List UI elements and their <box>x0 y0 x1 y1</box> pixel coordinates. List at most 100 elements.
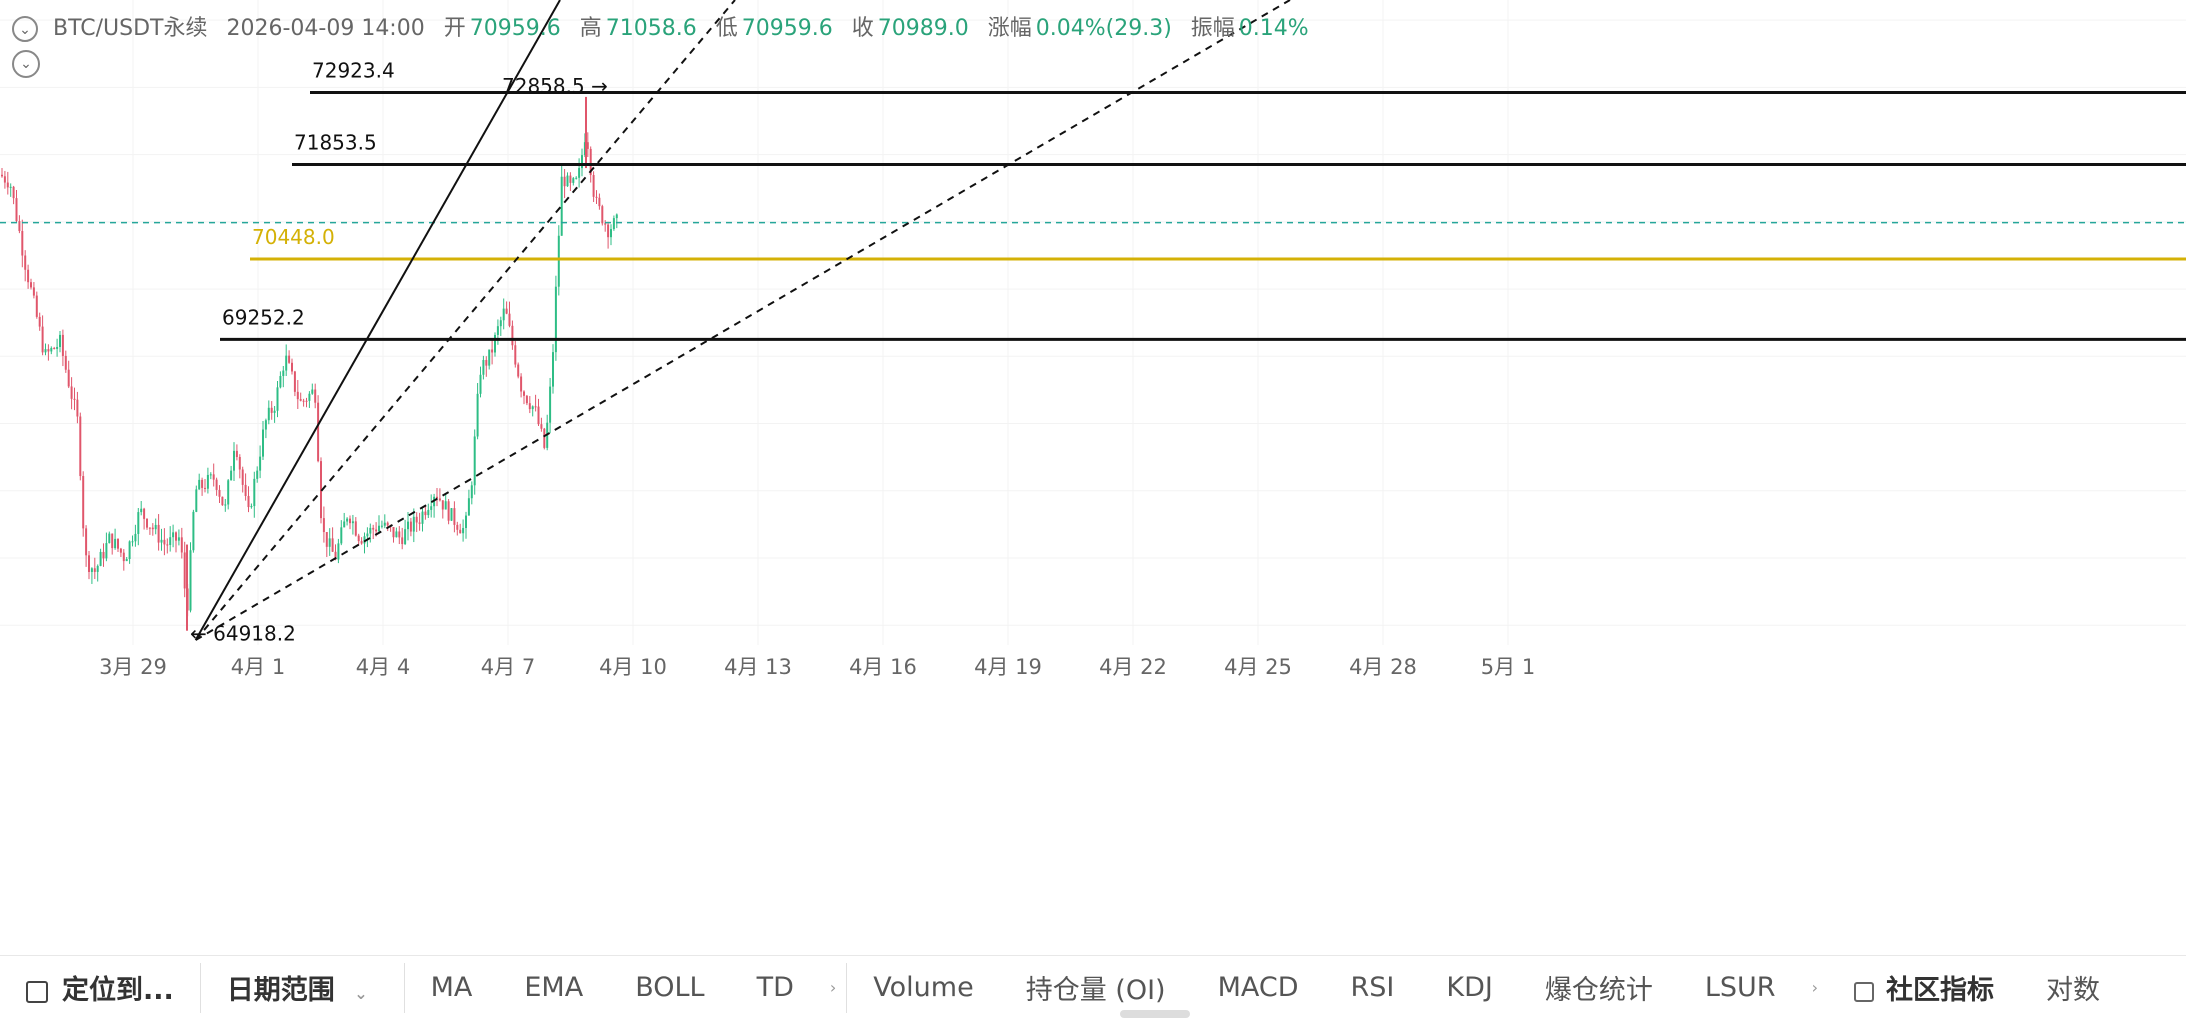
candle-body <box>206 474 209 489</box>
indicator-kdj[interactable]: KDJ <box>1420 972 1518 1003</box>
overlay-ma[interactable]: MA <box>405 972 499 1003</box>
indicator-rsi[interactable]: RSI <box>1325 972 1421 1003</box>
candle-body <box>508 313 511 326</box>
change-label: 涨幅 <box>987 16 1032 41</box>
locate-label: 定位到... <box>62 975 174 1006</box>
overlay-ema-label: EMA <box>524 972 584 1003</box>
candle-body <box>378 525 380 532</box>
candle-body <box>575 177 578 179</box>
candle-body <box>15 198 18 222</box>
candle-body <box>441 500 444 510</box>
trendline <box>195 0 1291 641</box>
trendlines[interactable] <box>194 0 1291 641</box>
candle-body <box>212 474 215 480</box>
candle-body <box>354 521 357 536</box>
candle-body <box>528 403 531 410</box>
candle-body <box>369 527 372 534</box>
candle-body <box>337 543 340 560</box>
candle-body <box>404 529 407 545</box>
candle-body <box>407 521 409 530</box>
candle-body <box>183 552 186 589</box>
candle-body <box>459 529 462 534</box>
candle-body <box>291 362 293 372</box>
high-annotation: 72858.5 → <box>502 74 608 98</box>
indicator-lsur[interactable]: LSUR <box>1679 972 1802 1003</box>
scroll-handle[interactable] <box>1120 1010 1190 1018</box>
candle-body <box>1 174 3 177</box>
overlay-ema[interactable]: EMA <box>498 972 609 1003</box>
candle-body <box>612 218 615 230</box>
candle-body <box>607 224 610 238</box>
high-value: 71058.6 <box>605 16 697 41</box>
x-tick-label: 4月 16 <box>849 655 917 679</box>
indicator-oi[interactable]: 持仓量 (OI) <box>1000 968 1192 1007</box>
log-scale-toggle[interactable]: 对数 <box>2020 968 2126 1007</box>
candle-body <box>517 364 520 377</box>
collapse-chevron-icon[interactable]: ⌄ <box>12 16 38 42</box>
community-indicators-button[interactable]: 社区指标 <box>1828 968 2020 1007</box>
more-indicators-chevron-icon[interactable]: › <box>1811 978 1818 997</box>
candlestick-chart[interactable]: 72923.4 71853.5 70448.0 69252.2 72858.5 → ← … <box>0 0 2186 955</box>
candle-body <box>479 374 482 394</box>
indicator-volume[interactable]: Volume <box>847 972 999 1003</box>
level-label: 70448.0 <box>252 225 335 249</box>
candle-body <box>53 347 56 349</box>
candle-body <box>462 528 465 534</box>
date-range-button[interactable]: 日期范围 ⌄ <box>201 968 404 1007</box>
candle-body <box>476 393 479 437</box>
candle-body <box>148 527 151 529</box>
x-tick-label: 4月 1 <box>231 655 285 679</box>
chart-area[interactable]: 72923.4 71853.5 70448.0 69252.2 72858.5 → ← … <box>0 0 2186 955</box>
overlay-boll[interactable]: BOLL <box>609 972 730 1003</box>
symbol-label[interactable]: BTC/USDT永续 <box>53 16 208 41</box>
amplitude-label: 振幅 <box>1190 16 1235 41</box>
candle-body <box>175 532 177 541</box>
candle-body <box>523 391 525 396</box>
candle-body <box>105 543 108 559</box>
candle-body <box>424 511 427 516</box>
candle-body <box>209 474 212 476</box>
candle-body <box>117 538 119 549</box>
candle-body <box>412 516 415 532</box>
candle-body <box>293 371 296 392</box>
overlay-td[interactable]: TD <box>731 972 820 1003</box>
candle-body <box>401 537 404 545</box>
candle-body <box>453 508 456 525</box>
candle-body <box>552 352 554 387</box>
candle-body <box>569 175 572 183</box>
candle-body <box>215 479 218 490</box>
candle-body <box>465 515 467 529</box>
expand-chevron-icon[interactable]: ⌄ <box>12 50 40 78</box>
candle-body <box>598 197 601 207</box>
candle-body <box>592 175 595 197</box>
x-tick-label: 4月 19 <box>974 655 1042 679</box>
candle-body <box>427 509 430 516</box>
candle-body <box>386 522 389 526</box>
candle-body <box>502 308 505 321</box>
close-value: 70989.0 <box>877 16 969 41</box>
close-label: 收 <box>851 16 874 41</box>
candle-body <box>227 480 230 505</box>
candle-body <box>566 175 569 187</box>
candle-body <box>496 326 499 335</box>
candle-body <box>276 387 279 411</box>
indicator-liquidation[interactable]: 爆仓统计 <box>1519 968 1679 1007</box>
candle-body <box>554 286 557 353</box>
change-value: 0.04%(29.3) <box>1035 16 1172 41</box>
candle-body <box>549 386 552 423</box>
candle-body <box>119 548 122 553</box>
candle-body <box>32 287 35 296</box>
more-overlays-chevron-icon[interactable]: › <box>829 978 837 997</box>
indicator-macd[interactable]: MACD <box>1192 972 1325 1003</box>
locate-button[interactable]: 定位到... <box>0 968 200 1007</box>
x-tick-label: 4月 7 <box>481 655 535 679</box>
divider <box>199 962 201 1013</box>
candle-body <box>90 568 93 572</box>
low-value: 70959.6 <box>741 16 833 41</box>
candle-body <box>438 498 441 501</box>
high-label: 高 <box>579 16 602 41</box>
candle-body <box>372 527 375 530</box>
horizontal-levels[interactable]: 72923.4 71853.5 70448.0 69252.2 <box>0 59 2186 341</box>
candle-body <box>331 538 334 552</box>
candle-body <box>160 539 163 543</box>
